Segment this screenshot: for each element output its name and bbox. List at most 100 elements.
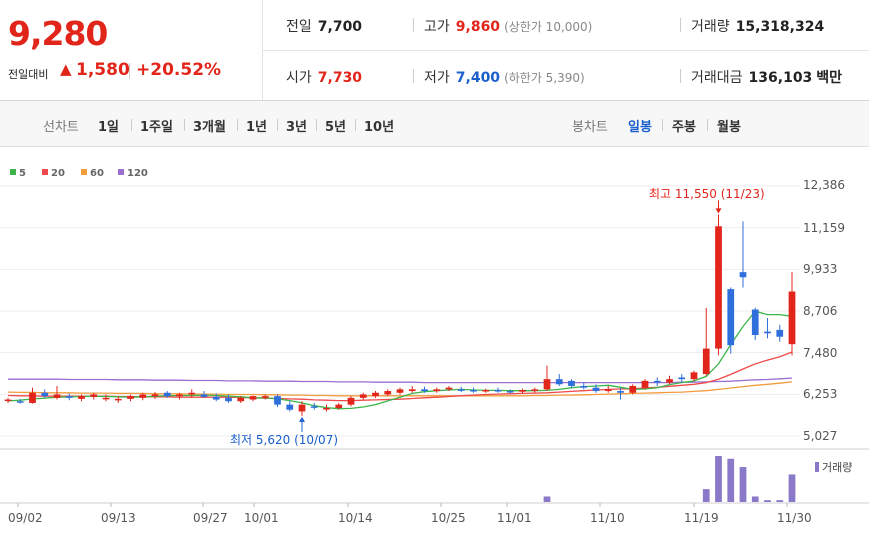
candle-body	[653, 380, 661, 383]
candle-body	[200, 394, 208, 397]
divider	[129, 63, 130, 79]
candle-body	[65, 396, 73, 398]
x-tick: 11/30	[777, 511, 812, 525]
candle-body	[666, 379, 673, 383]
legend-swatch	[81, 169, 87, 175]
candle-body	[188, 392, 196, 395]
volume-swatch	[815, 462, 819, 472]
divider	[184, 119, 185, 131]
tab-monthly[interactable]: 월봉	[717, 120, 741, 135]
y-tick: 12,386	[803, 178, 845, 192]
quote-summary: 9,280 전일대비 ▲ 1,580 +20.52% 전일 7,700 고가 9,8…	[0, 0, 869, 101]
candle-body	[629, 385, 637, 393]
tab-3month[interactable]: 3개월	[193, 120, 226, 135]
tab-weekly[interactable]: 주봉	[672, 120, 696, 135]
candle-body	[470, 390, 477, 392]
candle-body	[764, 331, 771, 334]
low-price: 저가 7,400 (하한가 5,390)	[424, 70, 585, 86]
x-tick: 10/01	[244, 511, 279, 525]
volume-bar	[727, 458, 735, 502]
divider	[263, 50, 869, 51]
candle-body	[53, 394, 61, 398]
change-percent: +20.52%	[136, 60, 222, 80]
divider	[355, 119, 356, 131]
x-tick: 09/27	[193, 511, 228, 525]
candle-body	[298, 404, 306, 412]
candle-body	[776, 329, 784, 337]
candle-body	[359, 394, 367, 398]
tab-5year[interactable]: 5년	[325, 120, 347, 135]
candle-body	[641, 380, 649, 388]
legend-ma20: 20	[42, 168, 65, 179]
candle-chart-label: 봉차트	[572, 120, 608, 135]
candle-body	[555, 379, 563, 385]
ma-line-120	[8, 377, 793, 384]
candle-body	[114, 398, 122, 401]
y-tick: 7,480	[803, 346, 838, 360]
divider	[413, 69, 414, 83]
tab-1year[interactable]: 1년	[246, 120, 268, 135]
x-tick: 09/02	[8, 511, 43, 525]
candle-body	[408, 389, 416, 392]
y-tick: 6,253	[803, 387, 838, 401]
legend-swatch	[118, 169, 124, 175]
trade-value: 거래대금 136,103 백만	[691, 70, 843, 86]
candle-body	[29, 392, 36, 403]
x-tick: 11/01	[497, 511, 532, 525]
candle-body	[151, 394, 159, 397]
divider	[707, 119, 708, 131]
volume-bar	[751, 496, 759, 502]
candle-body	[678, 377, 686, 380]
legend-ma60: 60	[81, 168, 104, 179]
current-price: 9,280	[8, 14, 108, 53]
candle-body	[237, 397, 245, 402]
divider	[131, 119, 132, 131]
candle-body	[102, 397, 110, 400]
x-tick: 11/19	[684, 511, 719, 525]
tab-10year[interactable]: 10년	[364, 120, 395, 135]
candle-body	[176, 394, 183, 397]
candle-body	[421, 389, 428, 392]
candle-body	[261, 396, 269, 398]
candle-body	[384, 391, 392, 395]
candle-body	[788, 291, 796, 345]
ma-line-5	[7, 310, 793, 410]
tab-1day[interactable]: 1일	[98, 120, 120, 135]
candle-body	[751, 309, 759, 336]
period-tabs: 선차트 1일 1주일 3개월 1년 3년 5년 10년 봉차트 일봉 주봉 월봉	[0, 101, 869, 147]
candle-body	[702, 348, 710, 375]
open-price: 시가 7,730	[286, 70, 363, 86]
tab-1week[interactable]: 1주일	[140, 120, 173, 135]
candle-body	[445, 387, 453, 390]
low-arrow-head	[299, 416, 305, 422]
volume-bar	[543, 496, 551, 502]
volume-legend: 거래량	[815, 459, 852, 475]
volume-bar	[702, 489, 710, 502]
tab-3year[interactable]: 3년	[286, 120, 308, 135]
volume-bar	[776, 500, 784, 502]
candle-body	[617, 391, 624, 393]
x-tick: 10/14	[338, 511, 373, 525]
candle-body	[396, 389, 404, 393]
candle-body	[494, 390, 502, 392]
candle-body	[323, 408, 330, 410]
tab-daily[interactable]: 일봉	[628, 120, 652, 135]
candle-body	[604, 389, 612, 392]
candle-body	[127, 396, 134, 399]
legend-ma120: 120	[118, 168, 148, 179]
candle-body	[519, 390, 526, 392]
candle-body	[249, 396, 257, 400]
high-arrow-head	[715, 208, 722, 214]
candle-body	[212, 396, 220, 400]
y-tick: 11,159	[803, 221, 845, 235]
line-chart-label: 선차트	[43, 120, 79, 135]
divider	[316, 119, 317, 131]
candle-body	[41, 392, 49, 397]
divider	[680, 69, 681, 83]
candle-body	[506, 391, 514, 393]
change-value: 1,580	[76, 60, 130, 80]
candle-body	[286, 404, 294, 410]
candle-body	[580, 385, 588, 388]
candle-body	[568, 380, 575, 386]
